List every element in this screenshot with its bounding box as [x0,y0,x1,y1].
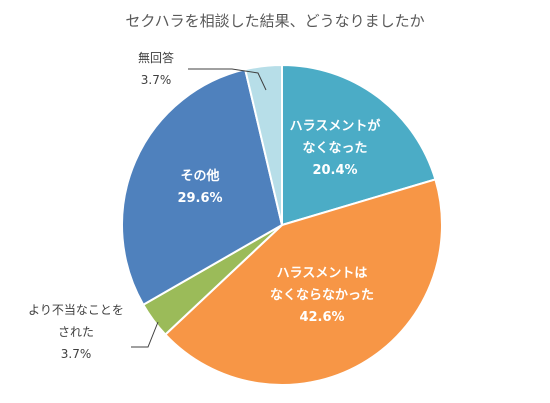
slice-category-label-2: された [58,325,94,339]
leader-line-2 [131,321,159,348]
slice-value-label-4: 3.7% [141,73,172,87]
slice-category-label-0: なくなった [302,141,367,156]
pie-slice-1 [163,178,443,386]
slice-category-label-0: ハラスメントが [290,118,381,134]
slice-value-label-2: 3.7% [61,347,92,361]
slice-category-label-4: 無回答 [138,50,174,65]
slice-category-label-2: より不当なことを [28,303,124,317]
leader-line-4 [188,68,267,91]
slice-value-label-1: 42.6% [299,310,344,325]
slice-category-label-1: ハラスメントは [277,266,368,281]
slice-value-label-0: 20.4% [312,163,357,178]
slice-value-label-3: 29.6% [177,191,222,206]
pie-slice-0 [281,63,437,227]
pie-slice-4 [243,63,283,226]
chart-title: セクハラを相談した結果、どうなりましたか [125,12,425,30]
slice-category-label-3: その他 [180,168,219,184]
slice-category-label-1: なくならなかった [270,288,374,303]
pie-slice-3 [121,68,284,307]
